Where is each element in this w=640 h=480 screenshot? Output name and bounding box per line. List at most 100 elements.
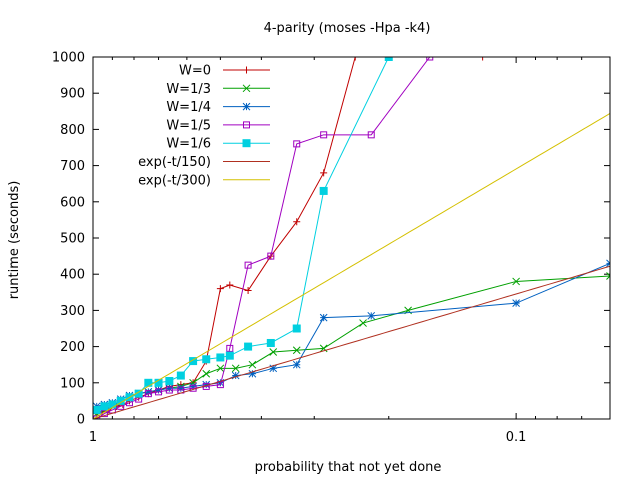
data-point bbox=[244, 286, 252, 294]
plot-frame bbox=[92, 56, 611, 420]
data-point bbox=[155, 388, 163, 396]
data-point bbox=[216, 364, 225, 373]
data-point bbox=[269, 364, 278, 373]
data-point bbox=[292, 324, 301, 333]
data-point bbox=[606, 272, 610, 280]
y-tick-label: 300 bbox=[60, 304, 85, 319]
legend-marker bbox=[243, 66, 250, 74]
series-line bbox=[93, 113, 610, 419]
data-point bbox=[144, 387, 153, 396]
data-point bbox=[165, 386, 173, 394]
legend-label: W=1/4 bbox=[166, 100, 211, 115]
x-tick-label: 0.1 bbox=[506, 430, 527, 445]
data-point bbox=[367, 311, 376, 320]
y-tick-label: 200 bbox=[60, 340, 85, 355]
legend-label: exp(-t/150) bbox=[138, 155, 211, 170]
y-tick-label: 500 bbox=[60, 232, 85, 247]
data-point bbox=[216, 285, 224, 293]
data-point bbox=[189, 357, 198, 366]
data-point bbox=[244, 261, 252, 269]
series-line bbox=[93, 265, 610, 419]
data-point bbox=[320, 169, 328, 177]
data-point bbox=[165, 376, 174, 385]
y-tick-label: 600 bbox=[60, 195, 85, 210]
legend-label: W=0 bbox=[179, 64, 211, 79]
legend-label: exp(-t/300) bbox=[138, 173, 211, 188]
data-point bbox=[144, 390, 152, 398]
data-point bbox=[202, 355, 211, 364]
data-point bbox=[367, 131, 375, 139]
series-5 bbox=[93, 265, 610, 419]
y-axis-label: runtime (seconds) bbox=[7, 181, 22, 300]
legend-marker bbox=[242, 102, 251, 111]
data-point bbox=[479, 57, 487, 61]
y-tick-label: 700 bbox=[60, 159, 85, 174]
data-point bbox=[189, 382, 197, 391]
data-point bbox=[231, 371, 240, 380]
data-point bbox=[93, 405, 101, 414]
chart-title: 4-parity (moses -Hpa -k4) bbox=[264, 21, 431, 36]
legend-marker bbox=[243, 121, 250, 129]
series-3 bbox=[93, 57, 434, 419]
data-point bbox=[248, 369, 257, 378]
series-4 bbox=[93, 57, 393, 414]
data-point bbox=[225, 351, 234, 360]
data-point bbox=[292, 346, 301, 355]
y-tick-label: 800 bbox=[60, 123, 85, 138]
y-tick-label: 0 bbox=[77, 413, 85, 428]
x-tick-label: 1 bbox=[89, 430, 97, 445]
data-point bbox=[176, 371, 185, 380]
series-line bbox=[96, 57, 431, 419]
data-point bbox=[292, 360, 301, 369]
data-point bbox=[293, 218, 301, 226]
data-point bbox=[293, 140, 301, 148]
data-point bbox=[216, 353, 225, 362]
data-point bbox=[266, 338, 275, 347]
y-tick-label: 1000 bbox=[52, 51, 85, 66]
series-0 bbox=[93, 57, 487, 418]
series-6 bbox=[93, 113, 610, 419]
data-point bbox=[359, 319, 367, 327]
y-tick-label: 400 bbox=[60, 268, 85, 283]
data-point bbox=[176, 384, 185, 393]
data-point bbox=[226, 281, 234, 289]
legend-label: W=1/5 bbox=[166, 118, 211, 133]
data-point bbox=[226, 344, 234, 352]
series-line bbox=[96, 262, 610, 407]
data-point bbox=[319, 344, 328, 353]
data-point bbox=[384, 57, 393, 61]
data-point bbox=[93, 415, 101, 419]
data-point bbox=[512, 277, 520, 286]
data-point bbox=[351, 57, 359, 61]
series-line bbox=[96, 57, 390, 411]
series-line bbox=[96, 57, 483, 415]
y-tick-label: 100 bbox=[60, 376, 85, 391]
axes: 0 100 200 300 400 500 600 700 800 900 1000 1 0.1 bbox=[52, 51, 611, 445]
series-line bbox=[96, 275, 610, 415]
x-axis-label: probability that not yet done bbox=[255, 460, 442, 475]
data-point bbox=[319, 313, 328, 322]
data-point bbox=[231, 364, 240, 373]
data-point bbox=[165, 384, 174, 393]
series-area bbox=[93, 57, 610, 419]
data-point bbox=[512, 299, 520, 308]
data-point bbox=[319, 186, 328, 195]
legend-label: W=1/3 bbox=[166, 82, 211, 97]
data-point bbox=[202, 380, 211, 389]
data-point bbox=[100, 402, 109, 411]
legend-label: W=1/6 bbox=[166, 137, 211, 152]
data-point bbox=[248, 360, 257, 369]
data-point bbox=[202, 369, 211, 378]
legend: W=0 W=1/3 W=1/4 W=1/5 W=1/6 exp(-t/150) exp(-t… bbox=[138, 64, 270, 188]
data-point bbox=[320, 131, 328, 139]
data-point bbox=[108, 400, 117, 409]
legend-marker bbox=[242, 139, 251, 148]
data-point bbox=[426, 57, 434, 61]
y-tick-label: 900 bbox=[60, 87, 85, 102]
data-point bbox=[267, 252, 275, 260]
data-point bbox=[269, 348, 278, 356]
legend-marker bbox=[242, 84, 251, 93]
data-point bbox=[154, 386, 163, 394]
data-point bbox=[244, 342, 253, 351]
